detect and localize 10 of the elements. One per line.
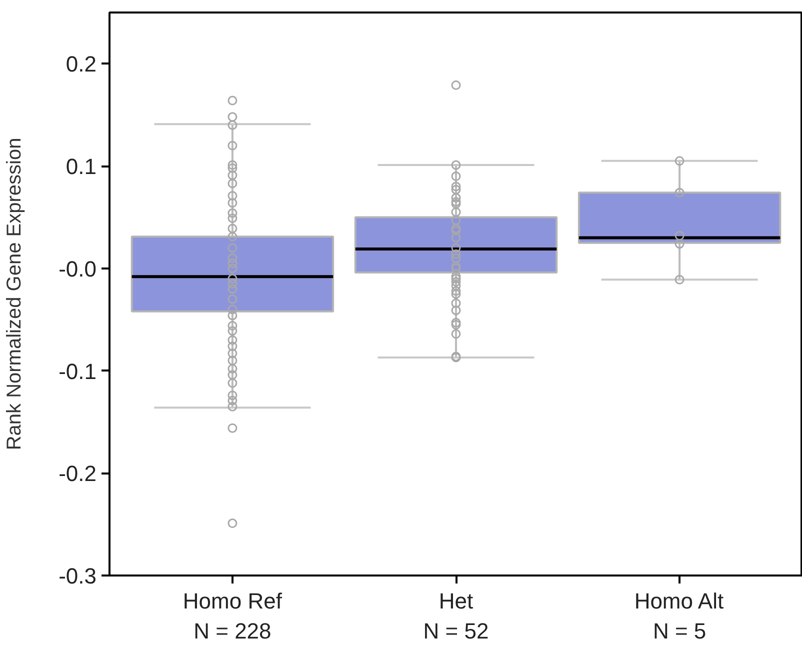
y-tick-label: -0.2 xyxy=(58,461,97,486)
x-tick-label: Homo Alt N = 5 xyxy=(634,588,724,644)
y-tick-label: 0.2 xyxy=(66,52,97,77)
y-tick-label: -0.3 xyxy=(58,564,97,588)
x-tick-label: Homo Ref N = 228 xyxy=(182,588,283,644)
y-tick-label: -0.1 xyxy=(58,358,97,384)
y-axis-title: Rank Normalized Gene Expression xyxy=(4,138,26,450)
x-tick-label: Het N = 52 xyxy=(423,588,489,644)
y-tick-label: -0.0 xyxy=(58,256,97,282)
y-tick-label: 0.1 xyxy=(66,154,97,180)
